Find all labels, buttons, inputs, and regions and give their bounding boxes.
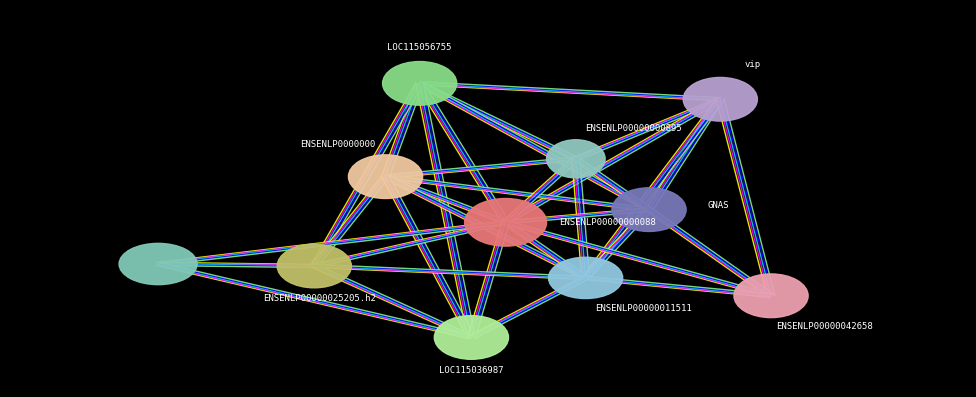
Text: ENSENLP00000042658: ENSENLP00000042658 [776, 322, 873, 331]
Text: vip: vip [745, 60, 761, 69]
Text: LOC115036987: LOC115036987 [439, 366, 504, 375]
Text: ENSENLP0000000: ENSENLP0000000 [301, 140, 376, 149]
Ellipse shape [612, 188, 686, 231]
Text: ENSENLP00000025205.h2: ENSENLP00000025205.h2 [263, 294, 376, 303]
Ellipse shape [119, 243, 197, 285]
Ellipse shape [348, 155, 423, 198]
Ellipse shape [383, 62, 457, 105]
Text: ENSENLP00000000088: ENSENLP00000000088 [559, 218, 656, 227]
Text: ENSENLP00000011511: ENSENLP00000011511 [595, 304, 692, 313]
Ellipse shape [465, 198, 547, 246]
Ellipse shape [734, 274, 808, 318]
Text: GNAS: GNAS [708, 201, 729, 210]
Ellipse shape [549, 257, 623, 299]
Ellipse shape [434, 316, 508, 359]
Text: ENSENLP00000000895: ENSENLP00000000895 [586, 124, 682, 133]
Text: LOC115056755: LOC115056755 [387, 42, 452, 52]
Ellipse shape [547, 140, 605, 178]
Ellipse shape [277, 244, 351, 288]
Ellipse shape [683, 77, 757, 121]
